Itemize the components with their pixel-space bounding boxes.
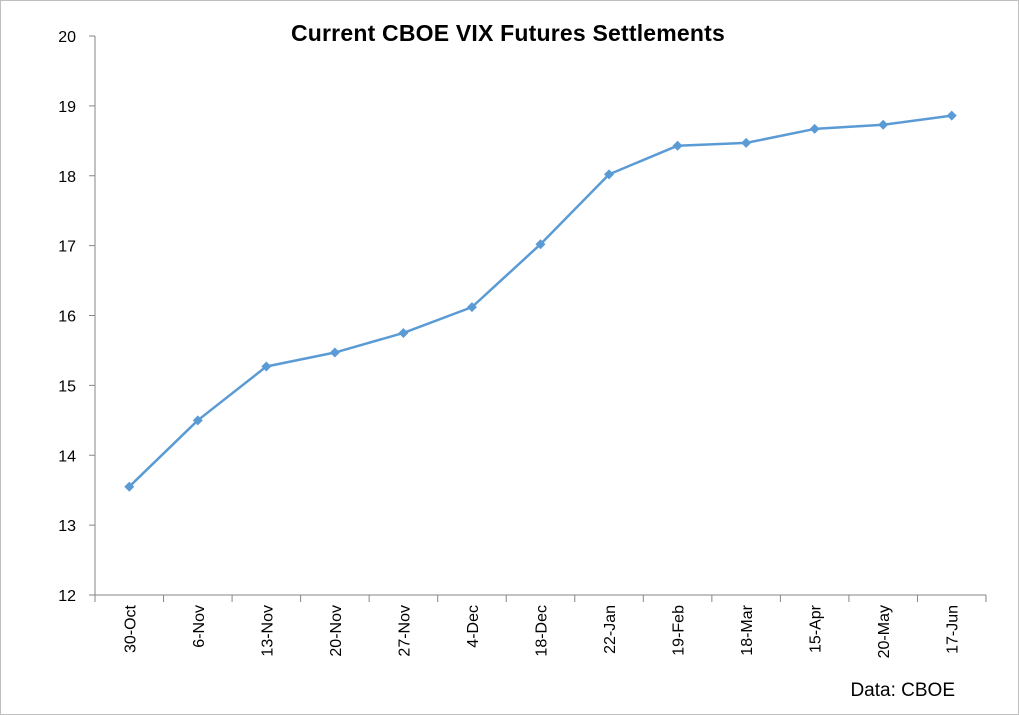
data-point-marker: [946, 110, 957, 121]
data-point-marker: [398, 327, 409, 338]
y-tick-label: 18: [58, 169, 76, 186]
y-tick-label: 17: [58, 239, 76, 256]
y-tick-label: 15: [58, 378, 76, 395]
x-tick-label: 18-Dec: [534, 605, 551, 657]
x-tick-label: 13-Nov: [259, 605, 276, 657]
data-point-marker: [672, 140, 683, 151]
data-point-marker: [192, 415, 203, 426]
x-tick-label: 4-Dec: [465, 605, 482, 648]
x-tick-label: 30-Oct: [122, 604, 139, 653]
source-note: Data: CBOE: [850, 680, 955, 701]
x-tick-label: 22-Jan: [602, 605, 619, 654]
series-layer: [124, 110, 957, 492]
y-tick-label: 16: [58, 309, 76, 326]
x-tick-label: 18-Mar: [739, 604, 756, 655]
x-tick-label: 6-Nov: [191, 605, 208, 648]
x-tick-label: 17-Jun: [945, 605, 962, 654]
y-tick-label: 13: [58, 518, 76, 535]
chart-title: Current CBOE VIX Futures Settlements: [290, 20, 726, 46]
y-tick-label: 20: [58, 29, 76, 46]
x-tick-label: 27-Nov: [396, 605, 413, 657]
series-line: [128, 114, 952, 488]
x-axis: 30-Oct 6-Nov 13-Nov 20-Nov 27-Nov 4-Dec 18-Dec…: [94, 594, 987, 658]
data-point-marker: [809, 123, 820, 134]
data-point-marker: [261, 361, 272, 372]
data-point-marker: [878, 119, 889, 130]
x-tick-label: 20-Nov: [328, 605, 345, 657]
y-axis: 12 13 14 15 16 17 18 19 20: [58, 29, 96, 605]
data-point-marker: [604, 169, 615, 180]
y-tick-label: 19: [58, 99, 76, 116]
data-point-marker: [535, 239, 546, 250]
y-tick-label: 14: [58, 448, 76, 465]
x-tick-label: 20-May: [876, 605, 893, 658]
data-point-marker: [466, 302, 477, 313]
data-point-marker: [329, 347, 340, 358]
x-tick-label: 19-Feb: [671, 605, 688, 656]
x-tick-label: 15-Apr: [808, 604, 825, 653]
data-point-marker: [124, 481, 135, 492]
y-tick-label: 12: [58, 588, 76, 605]
data-point-marker: [741, 137, 752, 148]
